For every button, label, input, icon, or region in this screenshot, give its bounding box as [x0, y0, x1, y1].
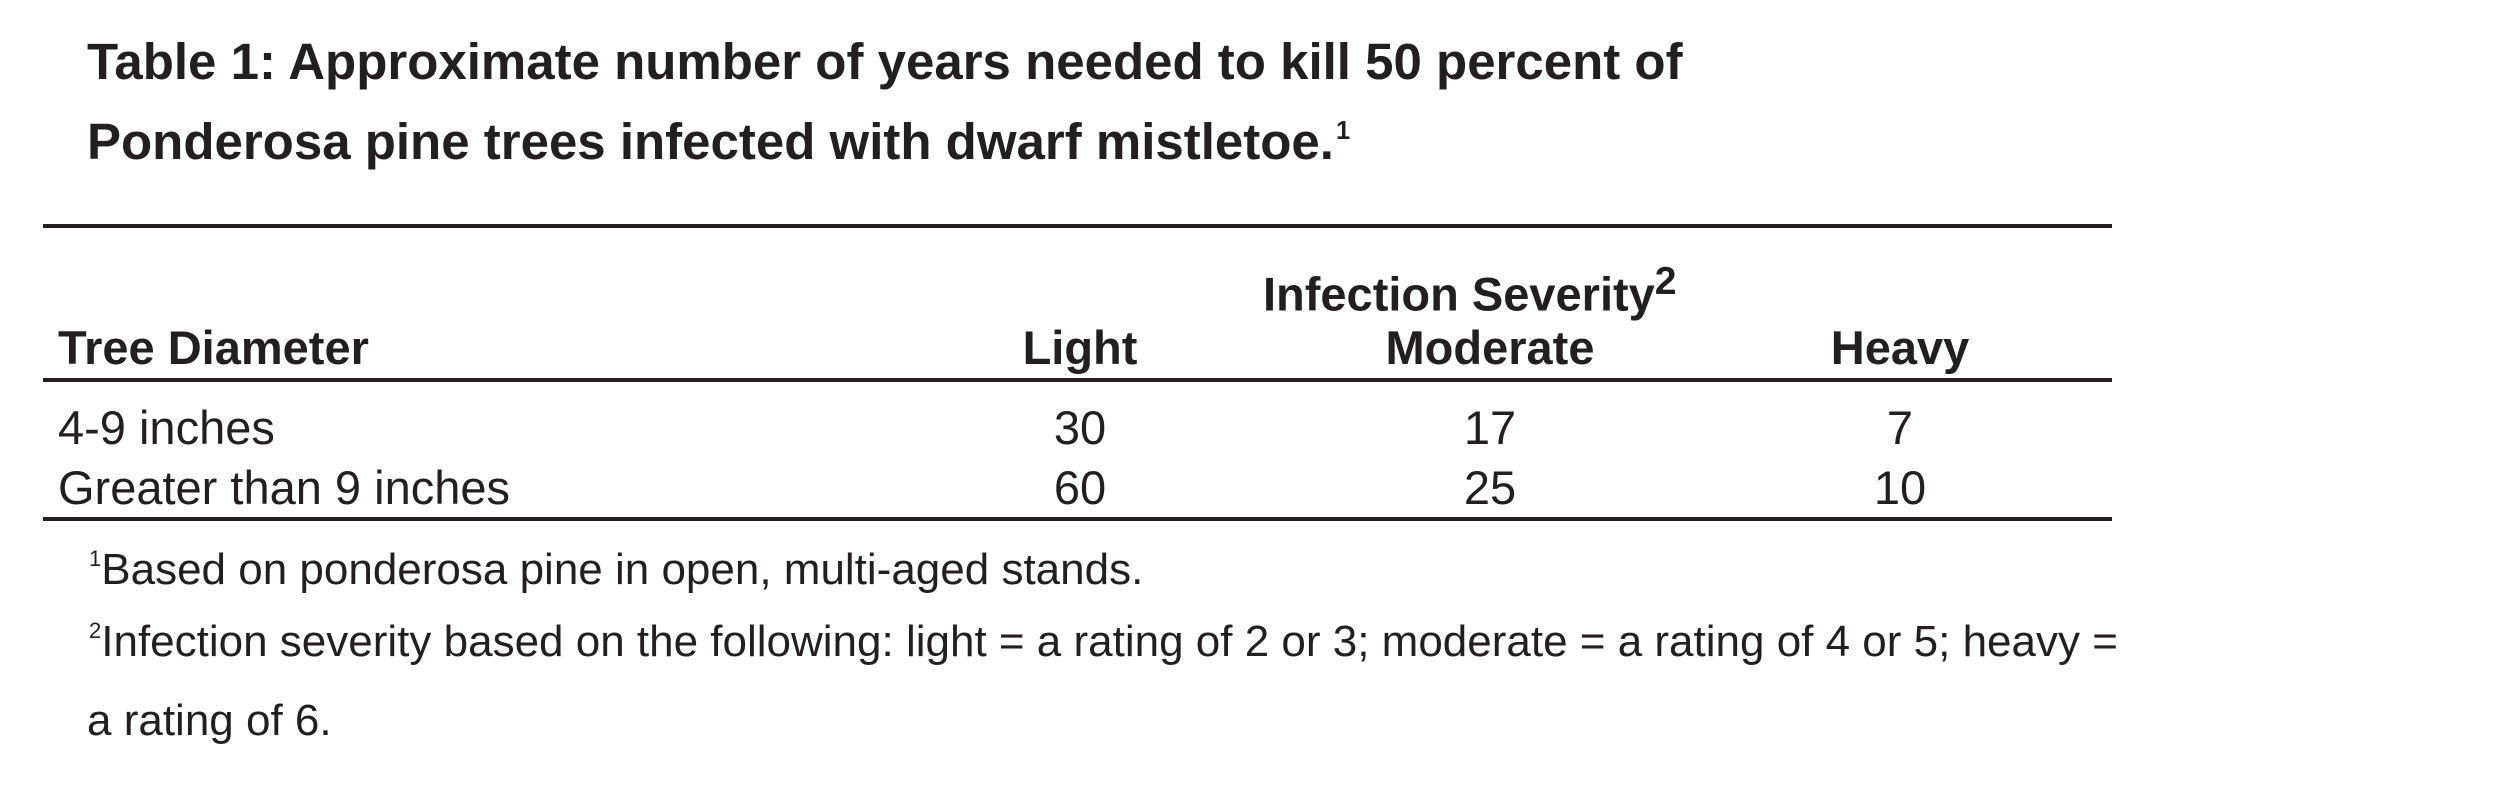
- cell-tree-diameter: 4-9 inches: [58, 401, 275, 454]
- column-header-moderate: Moderate: [1385, 321, 1595, 374]
- cell-moderate: 25: [1463, 461, 1517, 514]
- cell-light: 30: [1053, 401, 1107, 454]
- table-bottom-rule: [43, 517, 2112, 521]
- infection-severity-header: Infection Severity2: [1263, 254, 1677, 323]
- cell-tree-diameter: Greater than 9 inches: [58, 461, 510, 514]
- cell-heavy: 10: [1873, 461, 1927, 514]
- cell-light: 60: [1053, 461, 1107, 514]
- footnote-2-text: Infection severity based on the followin…: [101, 617, 2118, 666]
- column-header-light: Light: [1022, 321, 1138, 374]
- infection-severity-label: Infection Severity: [1263, 267, 1655, 321]
- footnote-1-marker: 1: [89, 546, 102, 572]
- column-header-tree-diameter: Tree Diameter: [58, 321, 369, 374]
- footnote-2-text-line2: a rating of 6.: [87, 696, 332, 745]
- table-top-rule: [43, 224, 2112, 228]
- cell-heavy: 7: [1886, 401, 1914, 454]
- table-title-line1: Table 1: Approximate number of years nee…: [87, 33, 1683, 90]
- title-footnote-marker: 1: [1335, 116, 1351, 145]
- infection-severity-footnote-marker: 2: [1654, 260, 1677, 303]
- table-title-line2: Ponderosa pine trees infected with dwarf…: [87, 113, 1334, 170]
- footnote-1-text: Based on ponderosa pine in open, multi-a…: [101, 545, 1144, 594]
- footnote-2-marker: 2: [89, 618, 102, 644]
- table-title: Table 1: Approximate number of years nee…: [87, 22, 1987, 191]
- footnote-2: 2Infection severity based on the followi…: [87, 606, 2118, 757]
- footnote-1: 1Based on ponderosa pine in open, multi-…: [87, 534, 1143, 613]
- column-header-heavy: Heavy: [1830, 321, 1970, 374]
- cell-moderate: 17: [1463, 401, 1517, 454]
- table-header-rule: [43, 378, 2112, 382]
